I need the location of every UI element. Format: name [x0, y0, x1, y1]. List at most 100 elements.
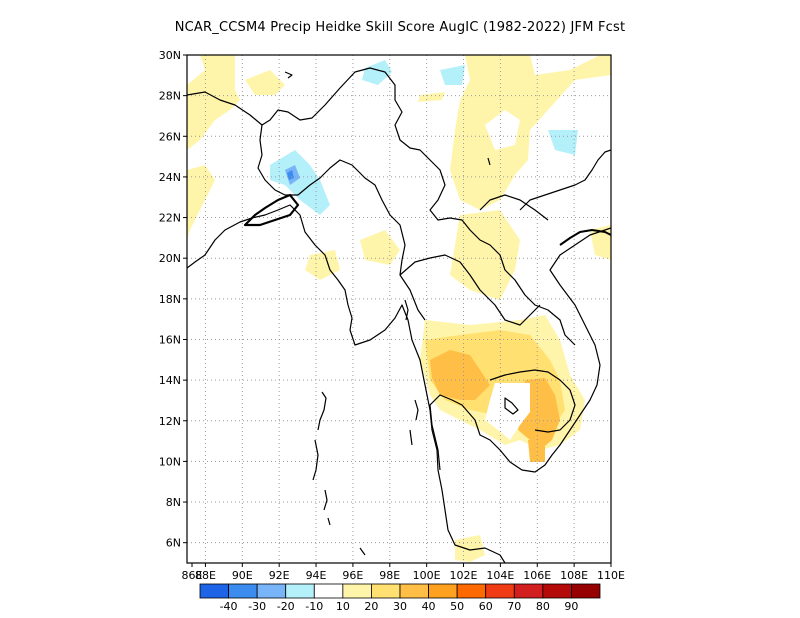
- tick-label-lat-9: 24N: [159, 171, 181, 184]
- tick-label-lon-2: 90E: [232, 569, 253, 582]
- map-title: NCAR_CCSM4 Precip Heidke Skill Score Aug…: [174, 20, 626, 35]
- colorbar-label-3: -10: [305, 600, 323, 613]
- shade-30-40-south: [528, 440, 545, 462]
- shade-10-20-west: [187, 165, 215, 240]
- tick-label-lon-9: 104E: [486, 569, 514, 582]
- coast-sundarbans: [243, 193, 300, 227]
- tick-label-lon-1: 88E: [195, 569, 216, 582]
- tick-label-lat-7: 20N: [159, 252, 181, 265]
- colorbar-swatch-13: [571, 583, 601, 599]
- colorbar-swatch-11: [513, 583, 544, 599]
- colorbar-label-11: 80: [536, 600, 550, 613]
- tick-label-lat-4: 14N: [159, 374, 181, 387]
- tick-label-lat-10: 26N: [159, 130, 181, 143]
- border-vietnam: [519, 149, 611, 211]
- shade-10-20-northeast-hole: [485, 110, 520, 150]
- shade-neg-bangladesh: [270, 150, 330, 215]
- coast-gulf-of-thailand: [429, 227, 611, 473]
- colorbar-swatch-7: [399, 583, 429, 599]
- colorbar-swatch-9: [456, 583, 487, 599]
- island-andaman-2: [312, 439, 319, 481]
- tick-label-lon-8: 102E: [450, 569, 478, 582]
- shade-neg-east: [548, 130, 578, 155]
- colorbar: -40 -30 -20 -10 10 20 30 40 50 60 70 80 90: [199, 583, 601, 613]
- skill-score-shading: [187, 55, 611, 562]
- colorbar-swatch-12: [542, 583, 572, 599]
- tick-label-lon-3: 92E: [269, 569, 290, 582]
- shade-10-20-north: [245, 70, 285, 95]
- tick-label-lon-11: 108E: [560, 569, 588, 582]
- colorbar-label-8: 50: [450, 600, 464, 613]
- tick-label-lon-10: 106E: [523, 569, 551, 582]
- coastlines-and-borders: [187, 67, 611, 563]
- tick-label-lon-6: 98E: [379, 569, 400, 582]
- colorbar-swatch-6: [371, 583, 401, 599]
- colorbar-label-12: 90: [564, 600, 578, 613]
- colorbar-swatch-8: [428, 583, 458, 599]
- island-nicobar-2: [327, 517, 331, 526]
- border-cambodia: [489, 369, 576, 433]
- island-andaman-1: [317, 391, 327, 431]
- shade-30-40-west: [430, 350, 490, 400]
- tick-label-lat-12: 30N: [159, 49, 181, 62]
- island-1: [359, 547, 366, 556]
- colorbar-swatch-5: [342, 583, 372, 599]
- shade-10-20-laos: [450, 210, 520, 300]
- island-phu-quoc: [504, 397, 519, 415]
- tick-label-lon-7: 100E: [413, 569, 441, 582]
- coast-tonkin: [559, 229, 611, 246]
- colorbar-swatch-1: [228, 583, 258, 599]
- island-nicobar-1: [323, 489, 328, 511]
- border-china-laos: [479, 194, 549, 221]
- tick-label-lon-5: 96E: [342, 569, 363, 582]
- colorbar-swatch-4: [313, 583, 344, 599]
- border-myanmar-east: [257, 124, 426, 321]
- border-myanmar-north: [187, 67, 576, 346]
- tick-label-lat-6: 18N: [159, 293, 181, 306]
- colorbar-label-6: 30: [393, 600, 407, 613]
- colorbar-label-2: -20: [277, 600, 295, 613]
- colorbar-label-5: 20: [364, 600, 378, 613]
- tick-label-lon-12: 110E: [597, 569, 625, 582]
- gridlines: [187, 55, 611, 563]
- shade-10-20-northeast: [450, 55, 611, 210]
- tick-label-lat-0: 6N: [166, 537, 181, 550]
- shade-10-20-northwest: [187, 55, 240, 150]
- island-mergui-1: [414, 399, 419, 421]
- shade-10-20-plateau: [418, 92, 445, 102]
- colorbar-label-1: -30: [248, 600, 266, 613]
- colorbar-swatch-2: [256, 583, 287, 599]
- axis-ticks: [183, 54, 612, 567]
- shade-neg-northeast: [440, 65, 465, 85]
- tick-label-lon-4: 94E: [306, 569, 327, 582]
- colorbar-label-0: -40: [220, 600, 238, 613]
- tick-label-lon-0: 86E: [182, 569, 203, 582]
- colorbar-label-9: 60: [479, 600, 493, 613]
- island-2: [284, 71, 293, 79]
- shade-neg-north: [362, 60, 392, 85]
- colorbar-swatch-3: [285, 583, 315, 599]
- tick-label-lat-3: 12N: [159, 415, 181, 428]
- shade-10-20-south: [455, 535, 485, 562]
- tick-label-lat-1: 8N: [166, 496, 181, 509]
- shade-gap: [485, 383, 530, 440]
- colorbar-swatch-10: [485, 583, 515, 599]
- colorbar-swatch-0: [199, 583, 229, 599]
- plot-frame: [186, 54, 612, 564]
- tick-label-lat-11: 28N: [159, 90, 181, 103]
- shade-neg-30: [287, 170, 294, 180]
- border-thailand-laos: [399, 254, 541, 326]
- coast-bay-of-bengal: [187, 204, 506, 563]
- island-coco: [404, 299, 409, 321]
- tick-label-lat-2: 10N: [159, 455, 181, 468]
- tick-label-lat-8: 22N: [159, 212, 181, 225]
- shade-10-20-central-myanmar: [360, 230, 400, 265]
- colorbar-label-4: 10: [336, 600, 350, 613]
- island-mergui-2: [409, 429, 413, 446]
- tick-label-lat-5: 16N: [159, 333, 181, 346]
- colorbar-label-10: 70: [507, 600, 521, 613]
- island-3: [487, 157, 491, 166]
- colorbar-label-7: 40: [422, 600, 436, 613]
